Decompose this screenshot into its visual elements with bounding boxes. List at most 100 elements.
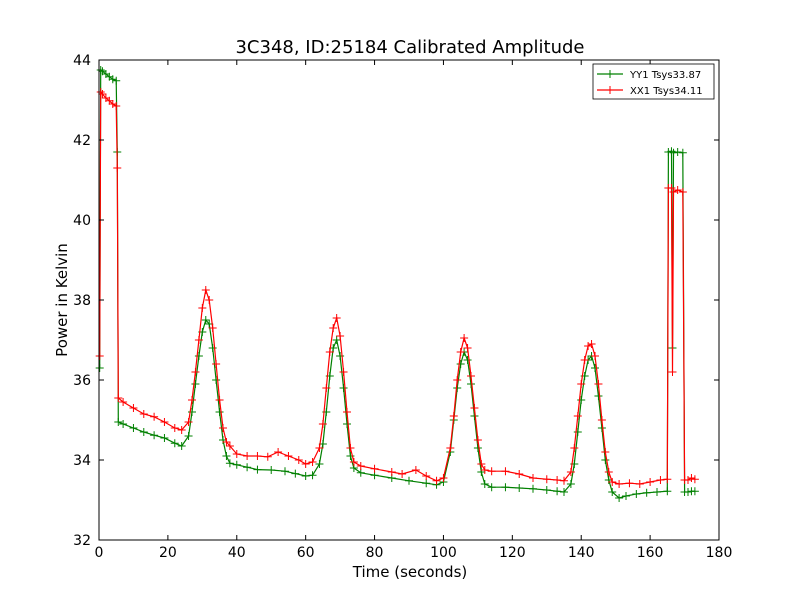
data-point <box>194 336 203 344</box>
data-point <box>615 494 624 502</box>
data-point <box>573 412 582 420</box>
data-point <box>370 464 379 473</box>
data-point <box>463 344 472 352</box>
data-point <box>566 480 575 488</box>
y-tick-label: 32 <box>73 533 91 549</box>
data-point <box>591 364 599 372</box>
data-point <box>129 424 138 432</box>
plot-frame <box>98 59 720 541</box>
data-point <box>573 428 582 436</box>
data-point <box>215 408 224 416</box>
data-point <box>113 164 122 172</box>
data-point <box>669 148 678 157</box>
data-point <box>560 488 568 496</box>
data-point <box>201 316 210 324</box>
data-point <box>453 376 462 384</box>
data-point <box>95 364 104 372</box>
data-point <box>114 418 123 426</box>
data-point <box>690 475 699 484</box>
data-point <box>208 344 217 352</box>
data-point <box>594 392 603 400</box>
data-point <box>566 468 575 476</box>
data-point <box>346 452 355 460</box>
data-point <box>668 368 677 376</box>
y-tick-label: 36 <box>73 373 91 389</box>
data-point <box>243 452 252 460</box>
data-point <box>398 470 407 478</box>
data-point <box>205 296 214 304</box>
data-point <box>422 479 431 488</box>
data-point <box>667 184 676 192</box>
legend-marker <box>606 70 614 78</box>
y-tick-label: 38 <box>73 293 91 309</box>
x-tick-label: 180 <box>706 545 733 561</box>
data-point <box>184 432 193 440</box>
data-point <box>667 147 676 156</box>
data-point <box>108 100 117 108</box>
data-point <box>570 444 579 452</box>
data-point <box>170 424 179 432</box>
data-point <box>225 459 234 468</box>
data-point <box>263 452 272 461</box>
data-point <box>439 474 448 482</box>
data-point <box>219 424 227 432</box>
data-point <box>325 348 334 356</box>
data-point <box>560 476 568 485</box>
legend-label: XX1 Tsys34.11 <box>630 86 703 97</box>
legend-box <box>592 63 715 100</box>
data-point <box>356 462 365 470</box>
data-point <box>387 468 396 476</box>
data-point <box>322 384 331 392</box>
data-point <box>684 488 692 496</box>
legend: YY1 Tsys33.87 XX1 Tsys34.11 <box>592 63 715 100</box>
data-point <box>584 342 593 350</box>
data-point <box>480 466 489 474</box>
data-point <box>119 420 128 428</box>
data-point <box>515 484 524 492</box>
data-point <box>456 348 465 356</box>
data-point <box>188 408 196 416</box>
y-axis-label: Power in Kelvin <box>53 243 71 357</box>
data-point <box>212 376 221 384</box>
x-tick-label: 160 <box>637 545 664 561</box>
series-1 <box>95 88 699 488</box>
data-point <box>477 460 486 468</box>
data-point <box>243 463 252 472</box>
data-point <box>160 418 169 426</box>
data-point <box>336 332 345 340</box>
y-tick-label: 44 <box>73 53 91 69</box>
data-point <box>95 352 104 360</box>
data-point <box>339 368 348 376</box>
data-point <box>529 474 537 482</box>
data-point <box>274 448 283 456</box>
data-point <box>580 356 589 364</box>
data-point <box>646 478 655 486</box>
data-point <box>422 472 431 480</box>
data-point <box>301 472 310 480</box>
data-point <box>96 66 105 74</box>
data-point <box>222 438 231 446</box>
data-point <box>587 340 596 348</box>
data-point <box>653 488 661 496</box>
data-point <box>105 96 114 105</box>
data-point <box>139 428 148 436</box>
data-point <box>170 439 179 448</box>
data-point <box>487 467 496 476</box>
data-point <box>515 470 524 478</box>
data-point <box>139 410 148 418</box>
data-point <box>473 444 482 452</box>
y-tick-label: 42 <box>73 133 91 149</box>
data-point <box>601 448 610 456</box>
data-point <box>663 487 672 496</box>
data-point <box>463 356 472 364</box>
data-point <box>329 324 338 332</box>
data-point <box>446 444 455 452</box>
data-point <box>625 479 634 488</box>
data-point <box>608 488 617 496</box>
x-tick-label: 60 <box>297 545 315 561</box>
data-point <box>301 460 310 468</box>
data-point <box>460 334 469 342</box>
data-point <box>501 483 510 492</box>
data-point <box>294 456 303 464</box>
